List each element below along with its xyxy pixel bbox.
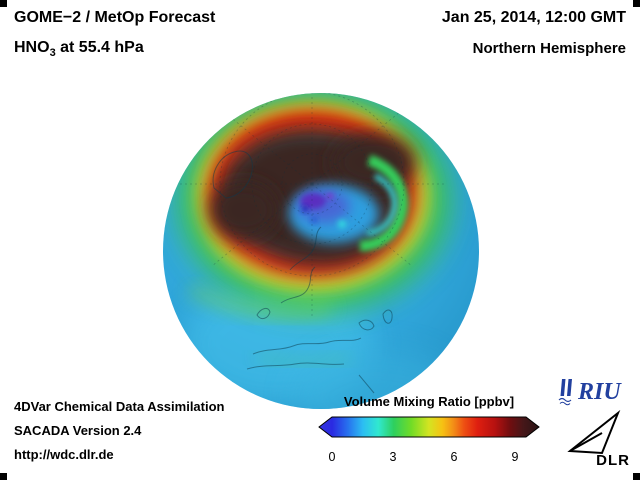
attribution-block: 4DVar Chemical Data Assimilation SACADA … xyxy=(14,395,225,467)
riu-logo-wave xyxy=(558,397,572,403)
tick-label-6: 6 xyxy=(450,450,458,464)
riu-logo-wave2 xyxy=(559,401,571,406)
colorbar xyxy=(318,416,540,438)
tick-label-3: 3 xyxy=(389,450,397,464)
tick-label-0: 0 xyxy=(328,450,336,464)
forecast-datetime: Jan 25, 2014, 12:00 GMT xyxy=(441,9,626,26)
pressure-level: at 55.4 hPa xyxy=(55,39,144,56)
corner-mark xyxy=(0,0,7,7)
riu-logo-bars xyxy=(560,379,572,396)
riu-logo: RIU xyxy=(556,376,632,406)
riu-logo-text: RIU xyxy=(577,379,622,405)
continent-outlines xyxy=(212,150,393,394)
product-title: GOME−2 / MetOp Forecast xyxy=(14,9,216,26)
colorbar-gradient-arrow xyxy=(318,416,540,438)
assimilation-label: 4DVar Chemical Data Assimilation xyxy=(14,399,225,414)
globe-map xyxy=(163,93,479,409)
url-label: http://wdc.dlr.de xyxy=(14,447,114,462)
tick-label-9: 9 xyxy=(511,450,519,464)
corner-mark xyxy=(633,473,640,480)
hno3-field xyxy=(177,93,462,409)
species-level-title: HNO3 at 55.4 hPa xyxy=(14,39,215,59)
dlr-logo-text: DLR xyxy=(596,452,630,469)
colorbar-block: Volume Mixing Ratio [ppbv] xyxy=(318,394,540,466)
version-label: SACADA Version 2.4 xyxy=(14,423,142,438)
corner-mark xyxy=(0,473,7,480)
colorbar-tick-labels: 0 3 6 9 xyxy=(318,450,540,466)
hemisphere-label: Northern Hemisphere xyxy=(472,40,626,57)
dlr-logo: DLR xyxy=(556,407,634,469)
corner-mark xyxy=(633,0,640,7)
species-subscript: 3 xyxy=(49,47,56,60)
species-name: HNO xyxy=(14,39,50,56)
datetime-block: Jan 25, 2014, 12:00 GMT Northern Hemisph… xyxy=(442,9,626,57)
title-block: GOME−2 / MetOp Forecast HNO3 at 55.4 hPa xyxy=(14,9,215,59)
vortex-core-patch xyxy=(289,154,409,252)
dlr-logo-emblem xyxy=(567,409,621,455)
colorbar-title: Volume Mixing Ratio [ppbv] xyxy=(343,394,515,409)
globe-container xyxy=(162,92,480,410)
graticule xyxy=(180,93,444,316)
